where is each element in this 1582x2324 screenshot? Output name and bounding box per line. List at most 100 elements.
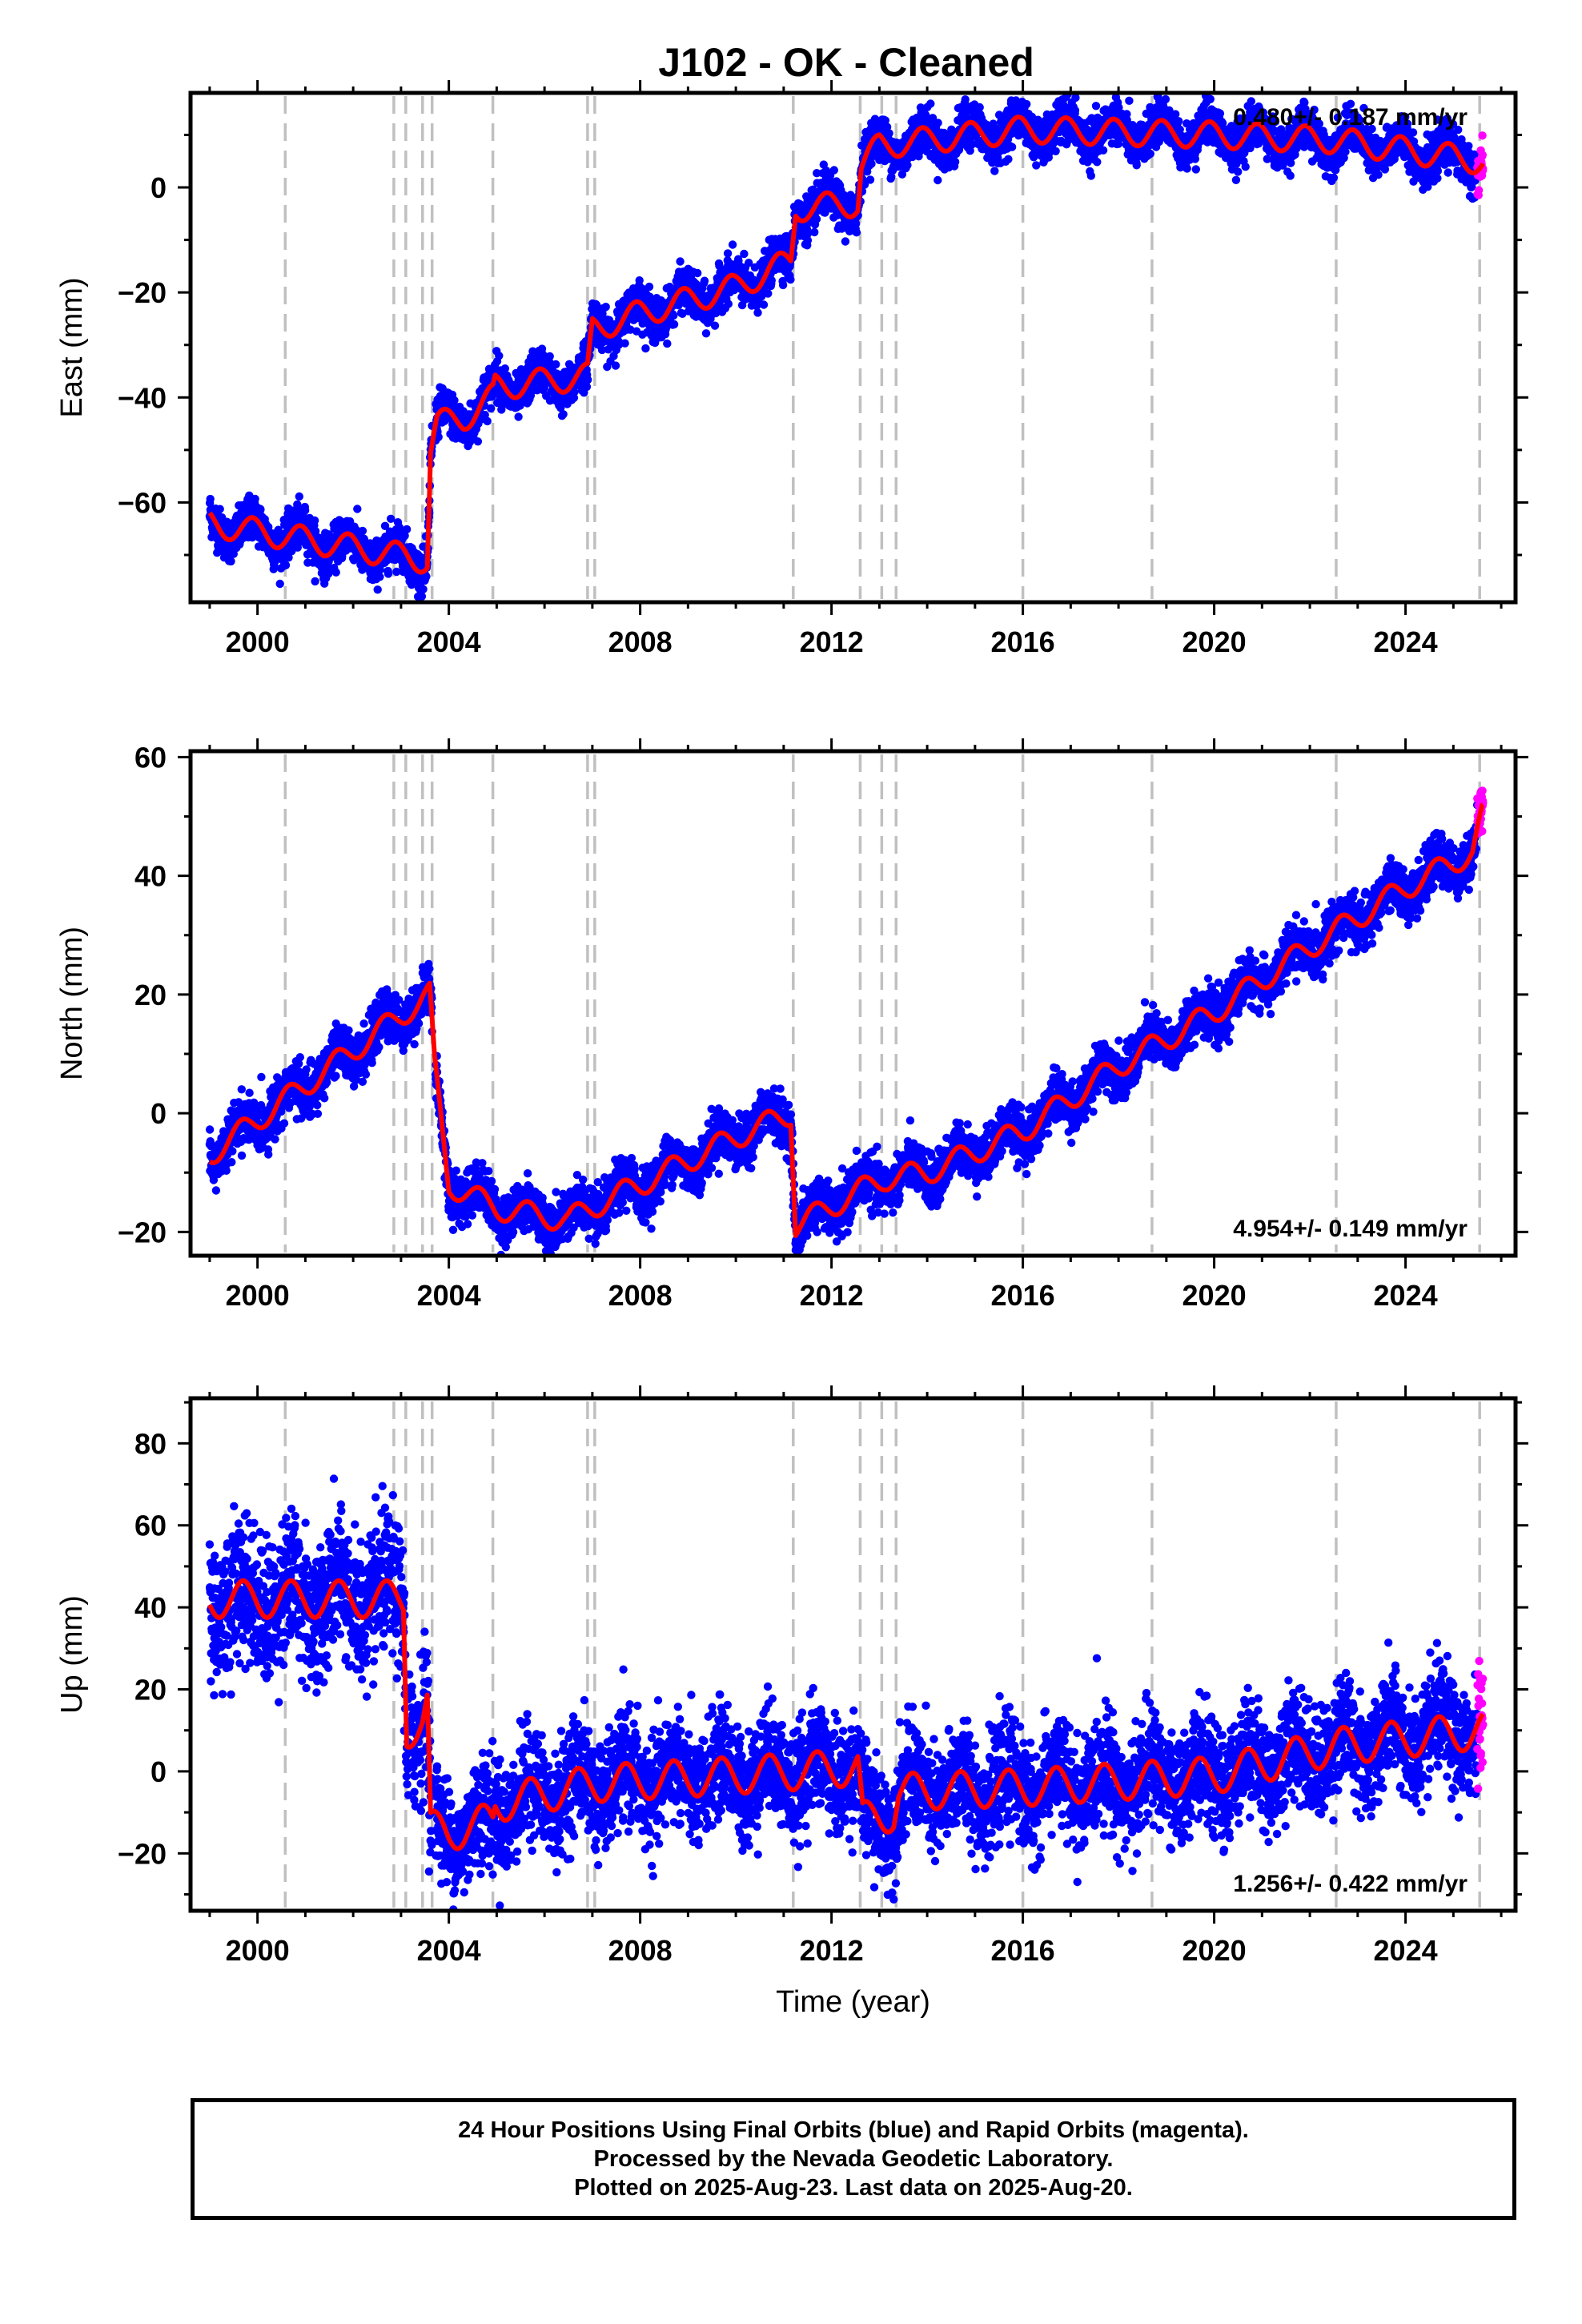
final-point bbox=[275, 579, 284, 589]
final-point bbox=[295, 492, 303, 501]
final-point bbox=[500, 364, 509, 373]
final-point bbox=[812, 215, 821, 223]
final-point bbox=[676, 257, 685, 266]
final-point bbox=[473, 437, 483, 446]
final-point bbox=[635, 276, 644, 285]
final-point bbox=[852, 228, 861, 237]
final-point bbox=[256, 505, 265, 514]
final-point bbox=[961, 95, 970, 104]
final-point bbox=[375, 573, 384, 581]
final-point bbox=[1070, 106, 1080, 115]
final-point bbox=[829, 166, 839, 175]
final-point bbox=[331, 568, 340, 577]
final-point bbox=[417, 592, 427, 601]
final-point bbox=[310, 516, 319, 525]
final-point bbox=[392, 567, 401, 577]
chart-title: J102 - OK - Cleaned bbox=[658, 40, 1034, 85]
final-point bbox=[383, 569, 393, 578]
final-point bbox=[514, 412, 523, 421]
east-panel: 2000 2004 2008 2012 2016 2020 2024−60−40−200Ea… bbox=[55, 78, 1528, 658]
final-point bbox=[764, 289, 773, 298]
final-point bbox=[1191, 165, 1201, 174]
final-point bbox=[358, 526, 367, 536]
final-point bbox=[545, 352, 554, 361]
final-point bbox=[841, 237, 850, 246]
final-point bbox=[786, 275, 795, 284]
final-point bbox=[206, 494, 215, 504]
final-point bbox=[1161, 94, 1170, 104]
final-point bbox=[700, 276, 709, 285]
final-point bbox=[251, 494, 259, 504]
final-point bbox=[663, 339, 672, 348]
final-point bbox=[373, 585, 382, 594]
final-point bbox=[950, 157, 960, 167]
final-point bbox=[601, 303, 610, 312]
final-point bbox=[934, 175, 942, 185]
final-point bbox=[400, 531, 409, 541]
final-point bbox=[419, 585, 428, 593]
final-point bbox=[767, 276, 776, 285]
final-point bbox=[865, 175, 875, 184]
final-point bbox=[693, 268, 702, 278]
final-point bbox=[1098, 146, 1108, 155]
final-point bbox=[1022, 99, 1031, 109]
final-point bbox=[620, 339, 629, 348]
final-point bbox=[1004, 155, 1013, 163]
final-point bbox=[552, 360, 560, 369]
final-point bbox=[644, 282, 654, 292]
final-point bbox=[1091, 102, 1101, 111]
final-point bbox=[724, 300, 733, 308]
final-point bbox=[387, 514, 396, 523]
final-point bbox=[669, 320, 679, 329]
final-point bbox=[975, 103, 984, 112]
final-point bbox=[487, 404, 496, 413]
final-point bbox=[810, 227, 819, 237]
final-point bbox=[753, 308, 762, 317]
final-point bbox=[584, 376, 592, 384]
final-point bbox=[281, 561, 291, 569]
final-point bbox=[434, 432, 443, 441]
final-point bbox=[867, 159, 876, 168]
final-point bbox=[422, 572, 431, 581]
final-point bbox=[723, 249, 733, 258]
final-point bbox=[215, 505, 224, 513]
final-point bbox=[495, 352, 504, 360]
final-point bbox=[353, 505, 362, 513]
final-point bbox=[284, 553, 293, 562]
final-point bbox=[380, 521, 390, 530]
final-point bbox=[1125, 96, 1134, 105]
final-point bbox=[611, 361, 620, 370]
final-point bbox=[1057, 78, 1065, 86]
final-point bbox=[759, 300, 769, 309]
final-point bbox=[1174, 117, 1183, 126]
final-point bbox=[778, 280, 788, 290]
final-point bbox=[903, 161, 912, 170]
final-point bbox=[1086, 171, 1096, 180]
final-point bbox=[1093, 158, 1102, 167]
final-point bbox=[669, 311, 678, 320]
final-point bbox=[264, 522, 273, 532]
event-lines bbox=[283, 96, 1481, 599]
final-point bbox=[450, 396, 459, 405]
final-point bbox=[885, 129, 893, 138]
final-point bbox=[728, 240, 737, 249]
final-point bbox=[1007, 143, 1017, 151]
final-point bbox=[1146, 149, 1155, 159]
final-point bbox=[483, 416, 492, 426]
final-point bbox=[926, 99, 935, 108]
final-orbit-points bbox=[205, 78, 1482, 618]
final-point bbox=[1182, 164, 1191, 173]
final-point bbox=[990, 167, 999, 175]
final-point bbox=[934, 119, 942, 127]
final-point bbox=[311, 577, 319, 586]
final-point bbox=[227, 557, 235, 566]
final-point bbox=[375, 565, 384, 574]
final-point bbox=[701, 329, 711, 338]
final-point bbox=[480, 410, 489, 420]
final-point bbox=[1191, 155, 1200, 163]
final-point bbox=[710, 321, 720, 330]
final-point bbox=[416, 610, 424, 618]
final-point bbox=[1132, 161, 1141, 170]
final-point bbox=[1206, 94, 1215, 103]
